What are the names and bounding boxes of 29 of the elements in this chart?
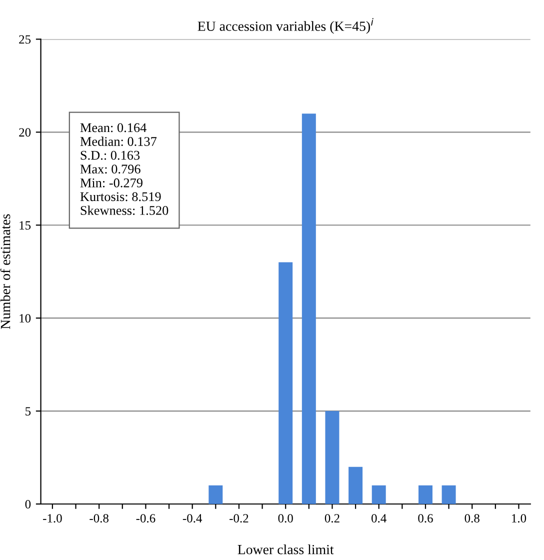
x-tick-label: 0.2 <box>324 514 340 523</box>
x-tick-label: 0.0 <box>278 514 293 523</box>
bar <box>325 411 340 504</box>
bar <box>348 466 363 504</box>
bar <box>372 485 386 504</box>
bar <box>442 485 456 504</box>
x-tick-label: -0.4 <box>182 514 202 523</box>
y-tick-label: 0 <box>25 500 31 508</box>
x-tick-label: -0.2 <box>230 514 248 523</box>
y-tick-label: 10 <box>20 314 31 323</box>
x-tick-label: -1.0 <box>43 514 62 523</box>
bar <box>278 262 293 504</box>
x-axis-title: Lower class limit <box>238 544 334 554</box>
bar <box>302 114 316 504</box>
x-tick-label: 0.4 <box>372 514 386 523</box>
bar <box>418 485 432 504</box>
x-tick-label: 0.8 <box>464 514 480 523</box>
x-tick-label: 1.0 <box>512 514 526 523</box>
y-tick-label: 25 <box>19 35 31 44</box>
x-tick-label: -0.8 <box>90 514 109 523</box>
y-tick-label: 20 <box>19 128 31 137</box>
y-tick-label: 5 <box>26 407 31 416</box>
annotation: Mean: 0.164 Median: 0.137 S.D.: 0.163 Max: 0.796 Min: -0.279 Kurtosis: 8.519 Skewness: 1.520 <box>80 123 168 215</box>
y-tick-label: 15 <box>20 221 31 230</box>
y-axis-title: Number of estimates <box>0 214 10 330</box>
x-tick-label: -0.6 <box>136 514 156 523</box>
chart-title: EU accession variables (K=45)$^{i}$ <box>198 18 374 34</box>
bar <box>208 485 223 504</box>
x-tick-label: 0.6 <box>418 514 433 523</box>
